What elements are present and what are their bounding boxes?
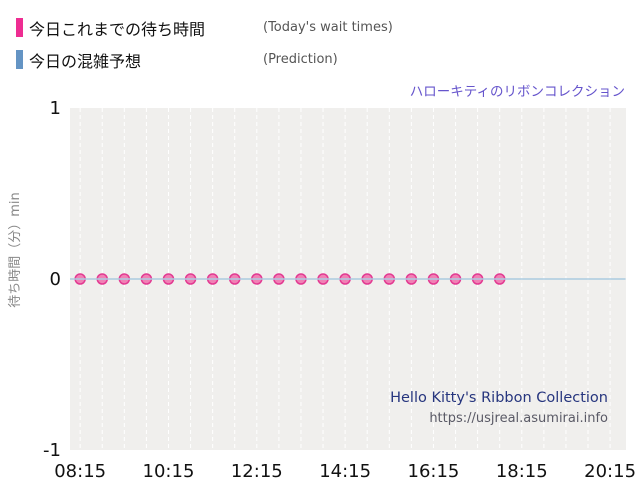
legend-swatch-prediction: [16, 50, 23, 69]
attraction-title: ハローキティのリボンコレクション: [409, 84, 625, 100]
y-tick-label: 1: [50, 98, 61, 119]
watermark: Hello Kitty's Ribbon Collection https://…: [390, 390, 608, 426]
y-tick-label: -1: [43, 440, 61, 461]
x-tick-label: 18:15: [496, 461, 548, 482]
y-tick-label: 0: [50, 269, 61, 290]
x-tick-label: 20:15: [584, 461, 636, 482]
x-tick-label: 12:15: [231, 461, 283, 482]
legend-sublabel-today: (Today's wait times): [263, 20, 393, 35]
chart-legend: 今日これまでの待ち時間 (Today's wait times) 今日の混雑予想…: [16, 14, 393, 78]
watermark-url: https://usjreal.asumirai.info: [429, 411, 608, 426]
legend-label-prediction: 今日の混雑予想: [29, 51, 142, 71]
legend-item-today: 今日これまでの待ち時間 (Today's wait times): [16, 14, 393, 41]
x-tick-label: 14:15: [319, 461, 371, 482]
legend-sublabel-prediction: (Prediction): [263, 52, 338, 67]
legend-label-today: 今日これまでの待ち時間: [29, 19, 206, 39]
x-tick-label: 16:15: [408, 461, 460, 482]
x-tick-label: 10:15: [143, 461, 195, 482]
watermark-title: Hello Kitty's Ribbon Collection: [390, 390, 608, 406]
legend-item-prediction: 今日の混雑予想 (Prediction): [16, 46, 393, 73]
legend-swatch-today: [16, 18, 23, 37]
x-tick-label: 08:15: [54, 461, 106, 482]
